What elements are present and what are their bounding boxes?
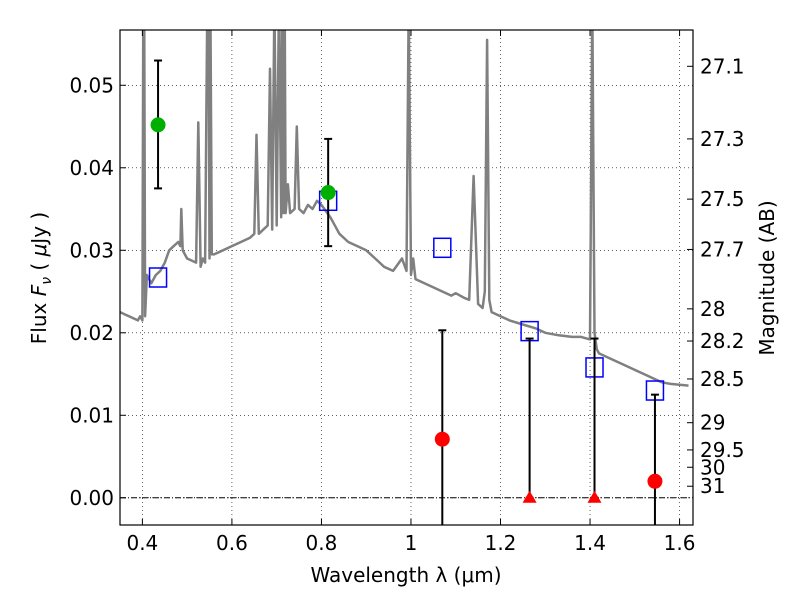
y2-tick-label: 27.1 [700, 54, 745, 78]
upper-limit-triangle [522, 490, 537, 503]
x-tick-label: 1.6 [664, 531, 696, 555]
plot-frame [119, 29, 694, 526]
x-tick-label: 0.4 [126, 531, 158, 555]
y2-axis-label: Magnitude (AB) [755, 200, 779, 355]
x-tick-label: 0.8 [306, 531, 338, 555]
model-photometry-square [148, 267, 168, 288]
model-spectrum-line [120, 30, 689, 387]
x-tick-label: 1.4 [574, 531, 606, 555]
non-detection-point [647, 473, 663, 489]
y2-tick-label: 29.5 [700, 438, 745, 462]
y-axis-label: Flux Fν ( μJy ) [27, 212, 55, 344]
detection-point [150, 117, 166, 133]
grid [120, 30, 693, 525]
y2-tick-label: 27.3 [700, 127, 745, 151]
y2-tick-label: 29 [700, 411, 725, 435]
x-tick-label: 1.2 [485, 531, 517, 555]
x-axis-label: Wavelength λ (μm) [310, 563, 501, 587]
plot-area [120, 30, 693, 525]
y2-tick-label: 28.5 [700, 367, 745, 391]
x-tick-label: 1 [405, 531, 418, 555]
y-tick-label: 0.01 [69, 403, 114, 427]
y-tick-label: 0.02 [69, 321, 114, 345]
y2-tick-label: 27.7 [700, 237, 745, 261]
non-detection-point [434, 431, 450, 447]
y-tick-label: 0.03 [69, 238, 114, 262]
y2-tick-label: 27.5 [700, 187, 745, 211]
y2-tick-label: 30 [700, 455, 725, 479]
y-tick-label: 0.05 [69, 73, 114, 97]
y2-tick-label: 28.2 [700, 329, 745, 353]
detection-point [320, 185, 336, 201]
x-tick-label: 0.6 [216, 531, 248, 555]
y2-tick-label: 28 [700, 297, 725, 321]
y-tick-label: 0.00 [69, 486, 114, 510]
y2-tick-label: 31 [700, 474, 725, 498]
model-photometry-square [433, 237, 452, 259]
y-tick-label: 0.04 [69, 156, 114, 180]
series-layer [120, 30, 689, 525]
ticks-layer: 0.4 0.6 0.8 1 1.2 1.4 1.6 0.00 0.01 0.02 0.03 0.04 0… [69, 30, 745, 555]
upper-limit-triangle [587, 490, 602, 503]
